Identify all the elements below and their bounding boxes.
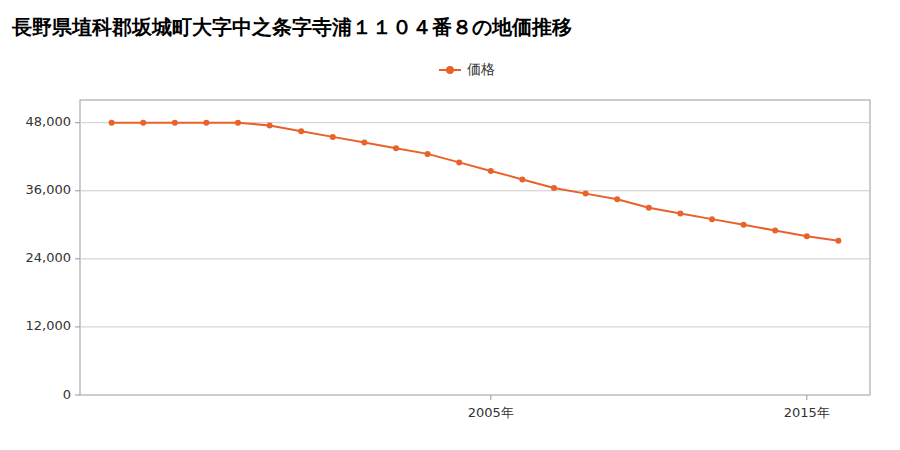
series-marker [267,123,273,129]
series-marker [172,120,178,126]
y-tick [75,395,80,396]
y-axis: 0 12,000 24,000 36,000 48,000 [26,114,871,401]
series-marker [646,205,652,211]
y-tick-label: 48,000 [26,114,72,129]
y-tick-label: 12,000 [26,318,72,333]
series-marker [361,140,367,146]
legend-marker [446,66,454,74]
series-marker [203,120,209,126]
y-grid-line [80,258,870,259]
x-tick [490,395,491,400]
x-tick [806,395,807,400]
y-grid-line [80,326,870,327]
series-marker [551,185,557,191]
x-tick-label: 2015年 [784,405,830,420]
series-marker [709,216,715,222]
y-tick [75,258,80,259]
series-marker [677,210,683,216]
plot-frame [80,100,870,395]
series-marker [109,120,115,126]
series-marker [519,176,525,182]
y-tick [75,326,80,327]
series-marker [772,227,778,233]
series-marker [835,238,841,244]
chart-svg: 長野県埴科郡坂城町大字中之条字寺浦１１０４番８の地価推移 0 12,000 24,00… [0,0,900,450]
series-marker [614,196,620,202]
x-axis: 2005年 2015年 [468,395,830,420]
series-line [112,123,839,241]
x-tick-label: 2005年 [468,405,514,420]
y-tick [75,190,80,191]
legend: 価格 [439,61,495,77]
series-marker [298,128,304,134]
series-marker [741,222,747,228]
series-marker [140,120,146,126]
series-marker [583,191,589,197]
series-marker [425,151,431,157]
y-tick [75,122,80,123]
y-tick-label: 0 [63,387,71,402]
legend-label: 価格 [467,61,495,77]
title: 長野県埴科郡坂城町大字中之条字寺浦１１０４番８の地価推移 [11,15,572,39]
series-marker [804,233,810,239]
y-tick-label: 36,000 [26,182,72,197]
series-marker [393,145,399,151]
legend-item: 価格 [439,61,495,77]
y-grid-line [80,395,870,396]
data-group [109,120,842,244]
series-marker [456,159,462,165]
series-marker [488,168,494,174]
chart-container: 長野県埴科郡坂城町大字中之条字寺浦１１０４番８の地価推移 0 12,000 24,00… [0,0,900,450]
y-grid-line [80,190,870,191]
series-marker [330,134,336,140]
series-marker [235,120,241,126]
y-tick-label: 24,000 [26,250,72,265]
